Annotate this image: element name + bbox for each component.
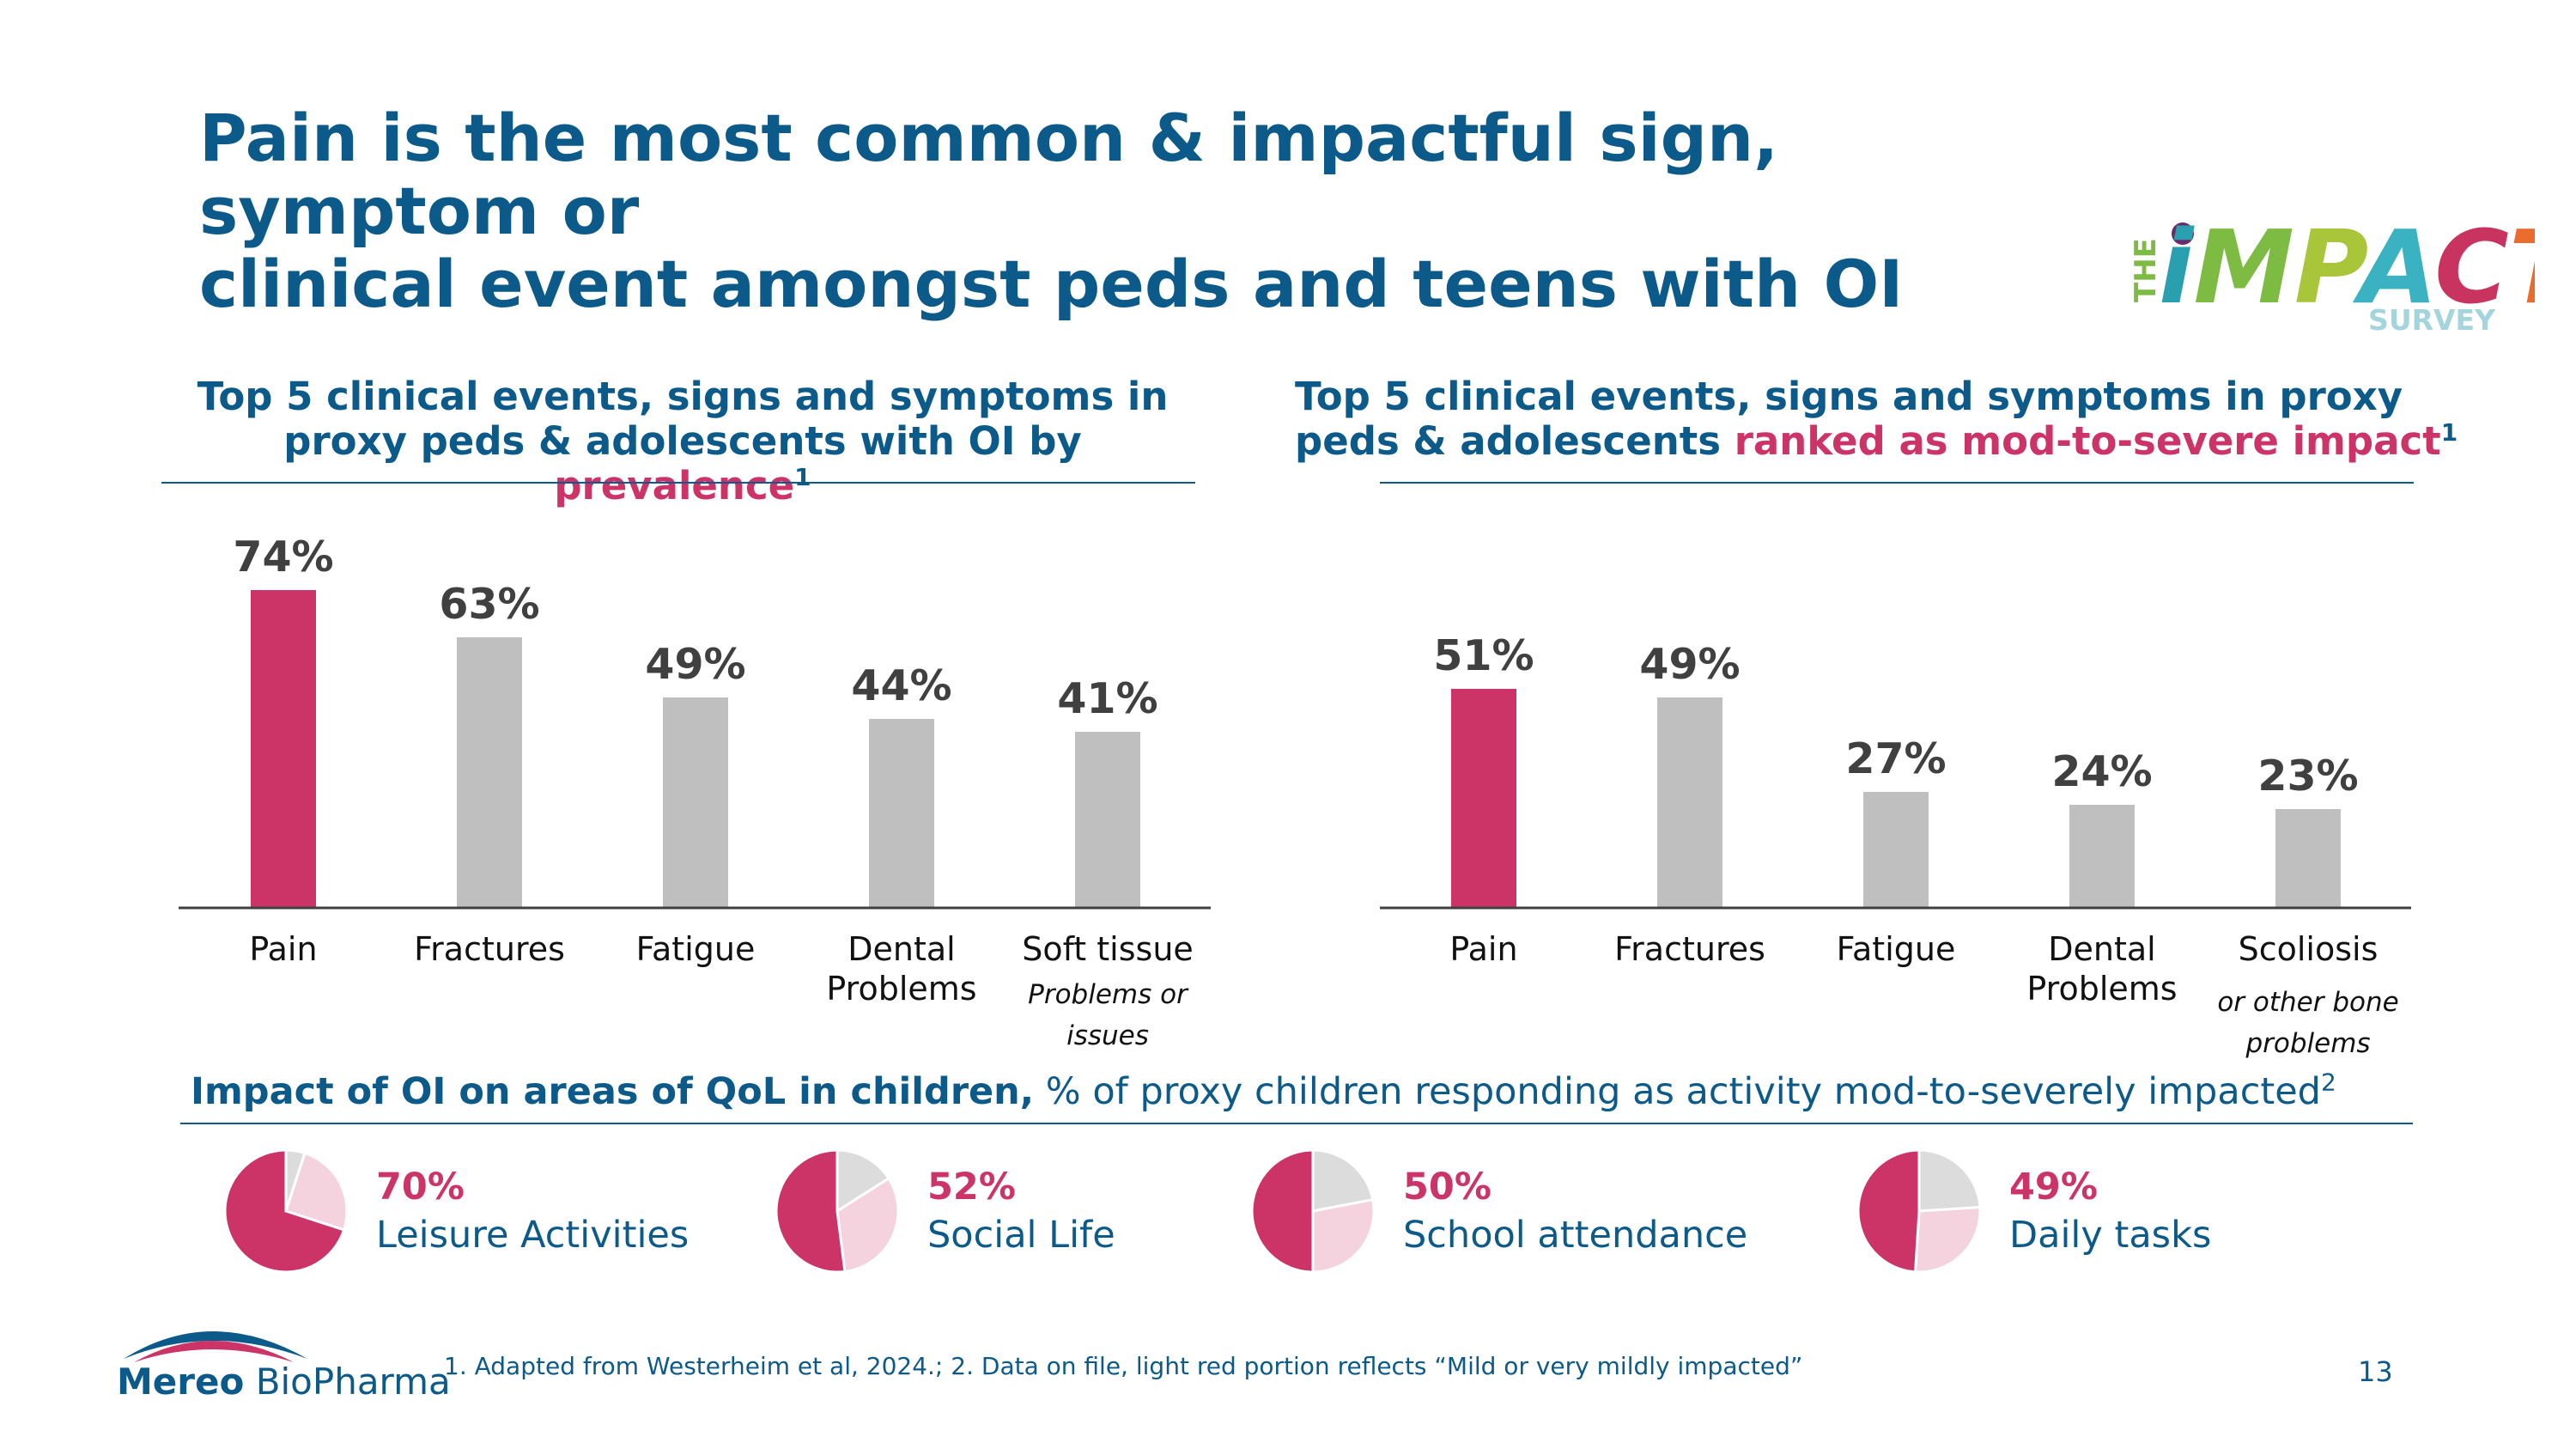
right-subtitle-highlight: ranked as mod-to-severe impact [1734, 418, 2441, 464]
left-subtitle-text: proxy peds & adolescents with OI by [283, 418, 1082, 464]
right-value-label-3: 27% [1845, 734, 1946, 783]
right-value-label-2: 49% [1639, 640, 1740, 689]
brand-name-bold: Mereo [117, 1361, 245, 1403]
right-category-note-5-line-1: or other bone [2217, 987, 2398, 1018]
left-chart-subtitle: Top 5 clinical events, signs and symptom… [155, 374, 1211, 508]
left-bar-3 [663, 697, 728, 908]
right-subtitle-rule [1380, 482, 2414, 484]
left-subtitle-rule [161, 482, 1195, 484]
mereo-arcs-icon [124, 1331, 307, 1362]
pie-3-slice-2 [1311, 1197, 1376, 1274]
brand-name-rest: BioPharma [244, 1361, 451, 1403]
mereo-logo-mark [117, 1314, 323, 1369]
right-category-note-5-line-2: problems [2245, 1028, 2370, 1059]
right-value-label-1: 51% [1433, 631, 1534, 680]
right-bar-2 [1657, 697, 1722, 908]
right-category-label-4-line-2: Problems [2026, 970, 2177, 1008]
left-subtitle-line-1: Top 5 clinical events, signs and symptom… [197, 374, 1169, 419]
right-category-label-5-line-1: Scoliosis [2239, 930, 2379, 968]
right-chart-subtitle: Top 5 clinical events, signs and symptom… [1295, 374, 2497, 464]
logo-letter-i: i [2159, 216, 2195, 326]
right-value-label-5: 23% [2257, 752, 2358, 801]
pie-chart-social [775, 1148, 900, 1274]
page-number: 13 [2358, 1355, 2393, 1388]
footnote: 1. Adapted from Westerheim et al, 2024.;… [444, 1352, 1803, 1380]
left-category-label-2-line-1: Fractures [414, 930, 565, 968]
mereo-arc-blue [124, 1331, 307, 1359]
right-bar-5 [2275, 809, 2341, 908]
qol-rule [180, 1123, 2413, 1124]
pie-label-daily: Daily tasks [2009, 1214, 2212, 1257]
title-line-2: clinical event amongst peds and teens wi… [199, 246, 1904, 322]
pie-chart-school [1250, 1148, 1376, 1274]
pie-4-slice-3 [1917, 1148, 1982, 1213]
left-category-note-5-line-1: Problems or [1028, 979, 1189, 1010]
qol-footnote-ref: 2 [2320, 1068, 2336, 1097]
pie-2-slice-3 [835, 1148, 891, 1214]
pie-label-social: Social Life [927, 1214, 1115, 1257]
right-category-label-1-line-1: Pain [1449, 930, 1517, 968]
pie-1-slice-1 [223, 1148, 346, 1274]
right-bar-1 [1451, 689, 1516, 908]
pie-2-slice-1 [775, 1148, 847, 1274]
left-category-note-5-line-2: issues [1066, 1020, 1149, 1051]
logo-letter-m: M [2193, 216, 2293, 326]
left-bar-4 [869, 719, 934, 908]
qol-section-title: Impact of OI on areas of QoL in children… [191, 1070, 2336, 1113]
right-subtitle-text: peds & adolescents [1295, 418, 1735, 464]
mereo-arc-red [134, 1341, 294, 1362]
pie-3-slice-3 [1311, 1148, 1375, 1213]
right-category-label-2-line-1: Fractures [1614, 930, 1765, 968]
pie-2-slice-2 [835, 1176, 900, 1274]
right-value-label-4: 24% [2051, 747, 2152, 796]
pie-percent-leisure: 70% [376, 1166, 465, 1209]
right-category-label-4-line-1: Dental [2048, 930, 2155, 968]
brand-name: Mereo BioPharma [117, 1361, 451, 1403]
left-category-label-1-line-1: Pain [249, 930, 317, 968]
left-bar-2 [457, 637, 522, 908]
title-line-1: Pain is the most common & impactful sign… [199, 100, 1778, 249]
right-subtitle-line-1: Top 5 clinical events, signs and symptom… [1295, 374, 2403, 419]
pie-label-leisure: Leisure Activities [376, 1214, 690, 1257]
right-subtitle-line-2: peds & adolescents ranked as mod-to-seve… [1295, 419, 2497, 464]
right-bar-3 [1863, 792, 1929, 908]
page-title: Pain is the most common & impactful sign… [199, 101, 2140, 320]
pie-percent-daily: 49% [2009, 1166, 2098, 1209]
left-subtitle-line-2: proxy peds & adolescents with OI by prev… [155, 419, 1211, 508]
left-category-label-5-line-1: Soft tissue [1022, 930, 1194, 968]
left-bar-5 [1075, 732, 1140, 908]
pie-3-slice-1 [1250, 1148, 1315, 1274]
qol-title-bold: Impact of OI on areas of QoL in children… [191, 1070, 1035, 1113]
left-value-label-2: 63% [439, 580, 539, 629]
right-subtitle-footnote-ref: 1 [2440, 418, 2458, 447]
logo-survey-text: SURVEY [2368, 303, 2496, 337]
logo-i-dot [2172, 222, 2194, 245]
left-category-label-4-line-2: Problems [826, 970, 976, 1008]
left-value-label-1: 74% [233, 533, 333, 581]
bar-charts: 74%Pain63%Fractures49%Fatigue44%DentalPr… [179, 533, 2411, 1059]
left-subtitle-highlight: prevalence [554, 463, 795, 508]
pie-1-slice-2 [284, 1151, 349, 1232]
left-category-label-4-line-1: Dental [848, 930, 955, 968]
logo-the-text: THE [2129, 238, 2163, 302]
left-value-label-4: 44% [851, 661, 951, 710]
pie-percent-school: 50% [1403, 1166, 1492, 1209]
logo-letter-a: A [2353, 216, 2435, 326]
pie-percent-social: 52% [927, 1166, 1016, 1209]
qol-title-rest: % of proxy children responding as activi… [1034, 1070, 2321, 1113]
left-value-label-3: 49% [645, 640, 745, 689]
left-category-label-3-line-1: Fatigue [636, 930, 756, 968]
left-bar-1 [251, 590, 316, 908]
pie-4-slice-2 [1913, 1205, 1982, 1274]
left-value-label-5: 41% [1057, 674, 1157, 723]
pie-4-slice-1 [1856, 1148, 1921, 1274]
logo-letter-c: C [2434, 216, 2509, 326]
right-category-label-3-line-1: Fatigue [1837, 930, 1956, 968]
pie-chart-leisure [223, 1148, 349, 1274]
pie-label-school: School attendance [1403, 1214, 1748, 1257]
pie-chart-daily [1856, 1148, 1982, 1274]
logo-letter-p: P [2294, 216, 2367, 326]
right-bar-4 [2069, 805, 2135, 908]
